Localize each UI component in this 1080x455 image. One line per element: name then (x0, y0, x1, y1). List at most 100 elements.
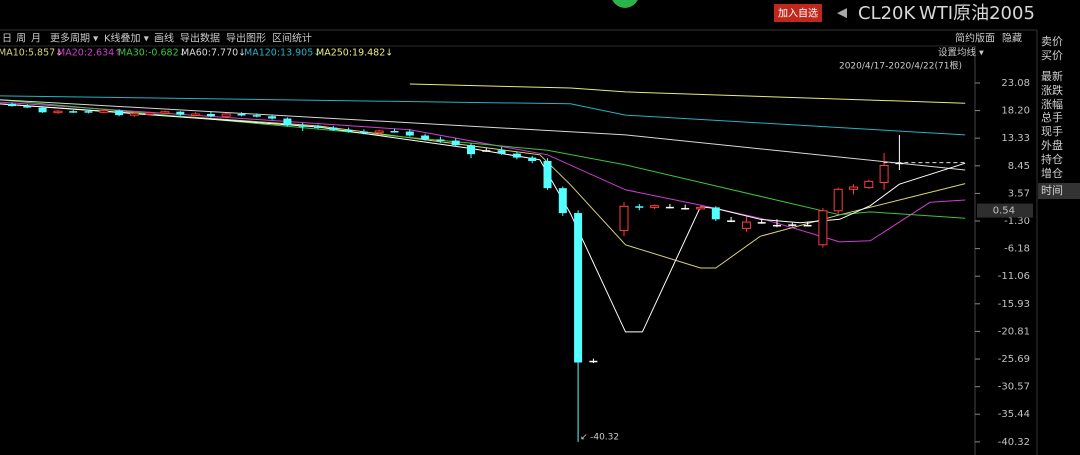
candle-body (543, 160, 552, 189)
y-tick-label: 8.45 (1008, 161, 1030, 172)
y-tick-label: -30.57 (998, 382, 1030, 393)
ma-settings[interactable]: 设置均线 ▾ (938, 47, 984, 59)
candle-body (421, 135, 430, 140)
candle-body (497, 150, 506, 154)
candle-body (298, 125, 307, 127)
toolbar-item[interactable]: 导出图形 (226, 32, 266, 45)
candle-body (512, 153, 521, 158)
candle-body (635, 206, 644, 208)
toolbar-right[interactable]: 简约版面 (955, 32, 995, 45)
candle-body (711, 207, 720, 220)
y-tick-label: 13.33 (1001, 133, 1030, 144)
candle-body (252, 115, 261, 117)
ma-line (0, 99, 966, 171)
candle-body (329, 127, 338, 130)
candle-body (344, 129, 353, 132)
sidebar-item[interactable]: 卖价 (1041, 35, 1063, 48)
candle-body (650, 205, 660, 208)
toolbar-item[interactable]: 周 (16, 33, 26, 45)
candle-body (283, 118, 292, 126)
candle-body (23, 106, 32, 108)
candle-body (864, 180, 874, 189)
toolbar-right[interactable]: 隐藏 (1002, 33, 1022, 45)
candle-body (237, 114, 246, 116)
candle-body (129, 112, 139, 116)
candle-body (314, 126, 322, 128)
candle-body (69, 111, 78, 113)
candle-body (359, 131, 368, 134)
candle-body (191, 113, 201, 116)
sidebar-item[interactable]: 总手 (1041, 110, 1063, 124)
candle-body (99, 110, 109, 113)
toolbar-item[interactable]: 区间统计 (272, 32, 312, 45)
symbol: CL20K (858, 3, 917, 24)
add-button[interactable]: 加入自选 (778, 7, 818, 20)
sidebar-item[interactable]: 持仓 (1041, 152, 1063, 166)
sidebar-item[interactable]: 外盘 (1041, 138, 1063, 152)
candle-body (589, 360, 598, 363)
sidebar-item[interactable]: 现手 (1041, 124, 1063, 138)
toolbar-item[interactable]: 月 (31, 33, 41, 45)
ma-line (409, 83, 966, 104)
min-arrow: ↙ (580, 432, 588, 442)
prev-arrow[interactable]: ◀ (837, 6, 847, 21)
range-label: 2020/4/17-2020/4/22(71根) (839, 60, 962, 72)
plot (0, 83, 966, 442)
candle-body (895, 162, 904, 165)
candle-body (390, 130, 399, 133)
candle-body (467, 145, 475, 155)
legend-entry: MA10:5.857↓ (0, 48, 63, 59)
candle-body (115, 110, 124, 116)
y-tick-label: 23.08 (1001, 78, 1030, 89)
legend-entry: MA60:7.770↓ (181, 48, 246, 59)
candle-body (681, 207, 690, 210)
candle-body (176, 111, 185, 115)
sidebar-item[interactable]: 时间 (1041, 184, 1063, 197)
y-tick-label: -20.81 (998, 326, 1030, 337)
candle-body (528, 157, 537, 161)
candle-body (374, 130, 384, 134)
ma-line (0, 95, 966, 136)
candle-body (221, 113, 231, 117)
candle-body (145, 112, 155, 115)
status-icon (612, 0, 638, 8)
candle-body (405, 131, 414, 136)
candle-body (773, 224, 781, 227)
last-price-box (977, 203, 1033, 218)
candle-body (879, 165, 889, 183)
candle-body (38, 107, 47, 113)
toolbar-item[interactable]: 更多周期 ▾ (50, 32, 98, 45)
instrument-name: WTI原油2005 (919, 3, 1035, 24)
candle-body (53, 110, 63, 114)
candle-body (160, 111, 170, 114)
candle-body (482, 150, 491, 152)
toolbar-item[interactable]: 日 (2, 34, 12, 45)
add-button-bg[interactable] (774, 4, 822, 22)
sidebar-item[interactable]: 增仓 (1041, 166, 1063, 180)
ma-line (0, 103, 966, 269)
candle-body (206, 114, 215, 117)
candle-body (8, 103, 16, 107)
y-tick-label: 3.57 (1008, 188, 1030, 199)
toolbar-item[interactable]: 画线 (154, 32, 174, 45)
candle-body (451, 140, 460, 146)
candle-body (818, 210, 828, 246)
legend-entry: MA120:13.905↓ (244, 48, 321, 59)
candle-body (727, 220, 736, 222)
toolbar-item[interactable]: K线叠加 ▾ (104, 32, 149, 45)
sidebar-item[interactable]: 涨跌 (1041, 83, 1063, 97)
sidebar-item[interactable]: 买价 (1041, 49, 1063, 62)
y-tick-label: -6.18 (1004, 244, 1030, 255)
sidebar-item[interactable]: 最新 (1041, 69, 1063, 83)
candle-body (436, 139, 445, 141)
toolbar-item[interactable]: 导出数据 (180, 32, 220, 45)
candle-body (665, 206, 674, 209)
last-price: 0.54 (993, 206, 1015, 217)
y-tick-label: -11.06 (998, 271, 1030, 282)
candle-body (741, 221, 751, 229)
candle-body (788, 224, 797, 226)
candle-body (833, 188, 843, 212)
sidebar-item[interactable]: 涨幅 (1041, 98, 1063, 111)
candle-body (84, 111, 93, 113)
